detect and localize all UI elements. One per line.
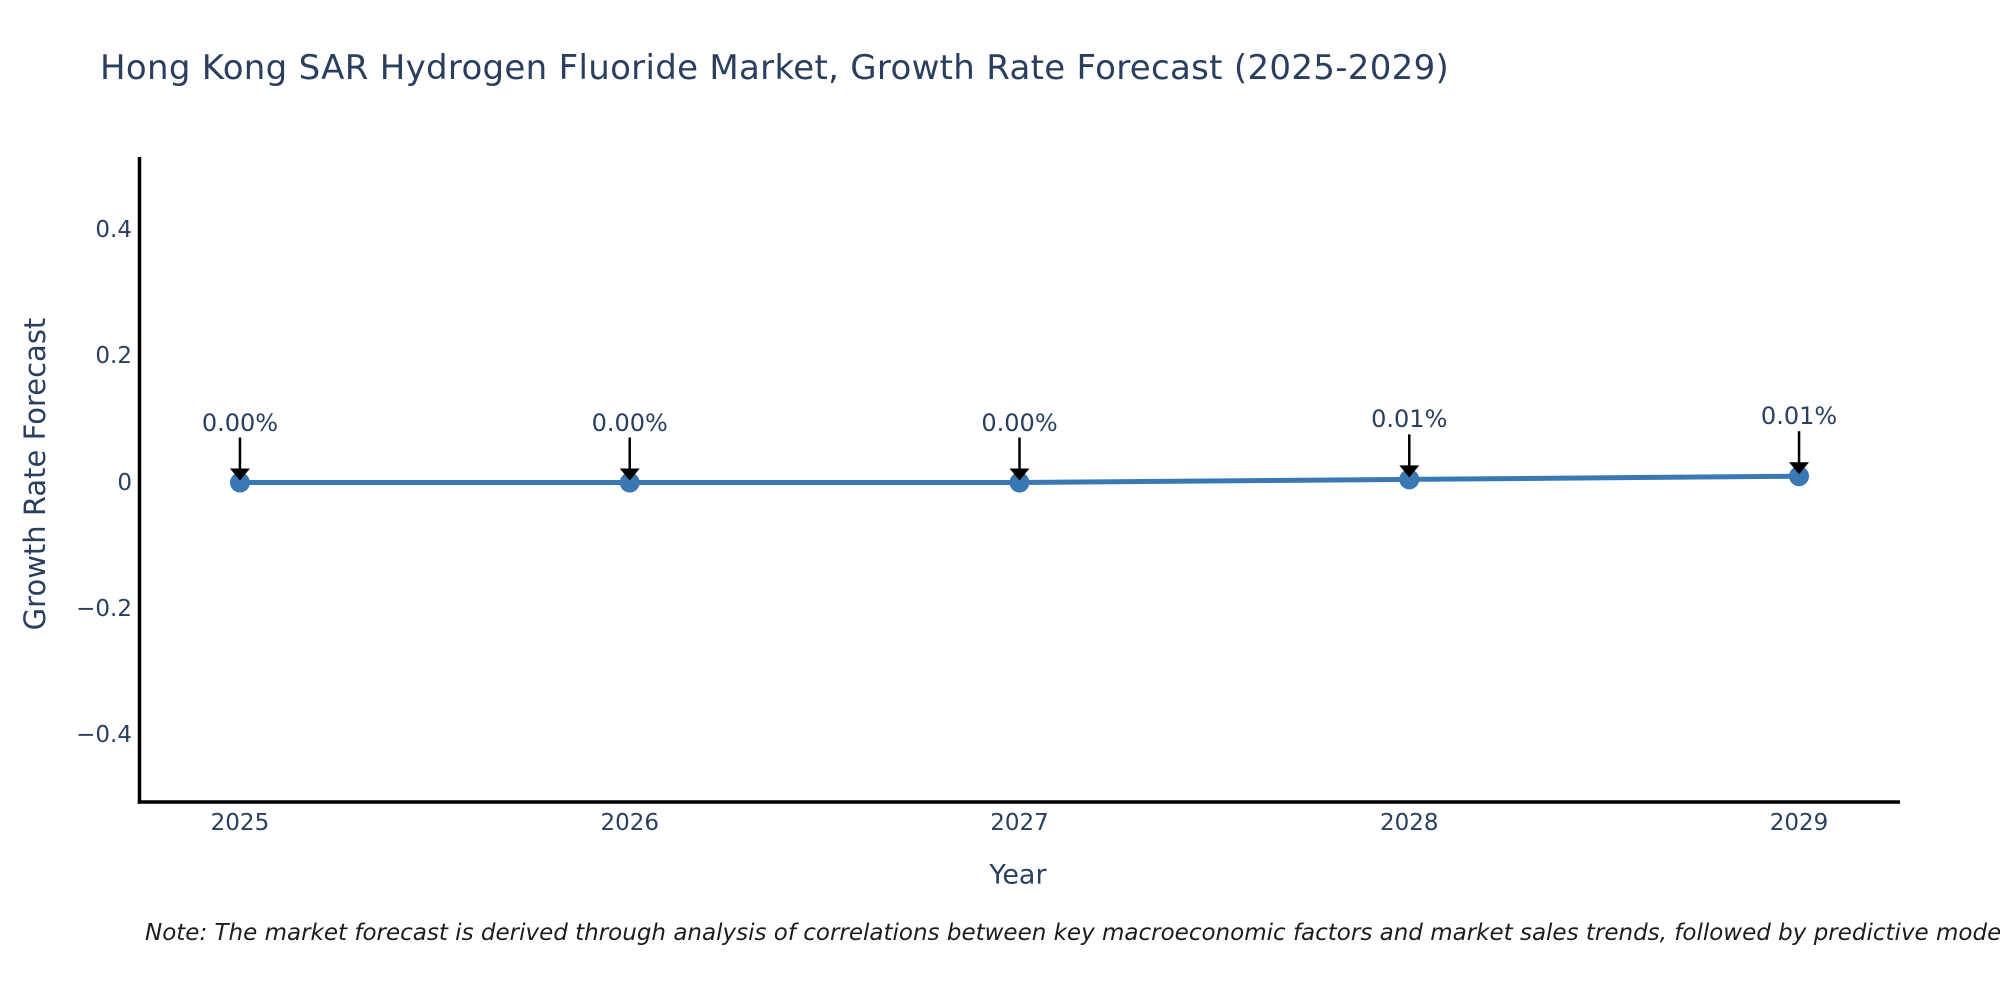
x-tick-label: 2025 [210,810,270,836]
y-tick-label: 0.4 [95,216,132,243]
annotation-arrowhead [1789,462,1810,475]
data-point-label: 0.00% [201,408,279,437]
data-point-label: 0.00% [981,408,1058,437]
data-point-label: 0.00% [591,408,668,437]
y-tick-label: −0.4 [76,722,132,749]
y-axis-title: Growth Rate Forecast [18,317,52,631]
data-point-marker [619,472,640,493]
x-axis-title: Year [989,859,1047,891]
x-tick-label: 2029 [1769,810,1829,836]
data-point-marker [229,472,250,493]
annotation-arrowhead [1399,465,1420,478]
annotation-arrowhead [619,468,640,481]
y-tick-label: 0.2 [95,343,132,370]
x-tick-label: 2026 [600,810,659,836]
data-point-label: 0.01% [1760,402,1838,431]
data-point-marker [1009,472,1030,493]
data-point-marker [1789,466,1810,487]
data-point-label: 0.01% [1371,405,1448,434]
y-tick-label: −0.2 [76,595,132,622]
x-tick-label: 2027 [990,810,1049,836]
footnote: Note: The market forecast is derived thr… [145,920,2000,946]
data-point-marker [1399,469,1420,490]
x-tick-label: 2028 [1379,810,1439,836]
annotation-arrowhead [1009,468,1030,481]
annotation-arrowhead [229,468,250,481]
chart-title: Hong Kong SAR Hydrogen Fluoride Market, … [100,48,1450,88]
y-tick-label: 0 [117,469,132,496]
